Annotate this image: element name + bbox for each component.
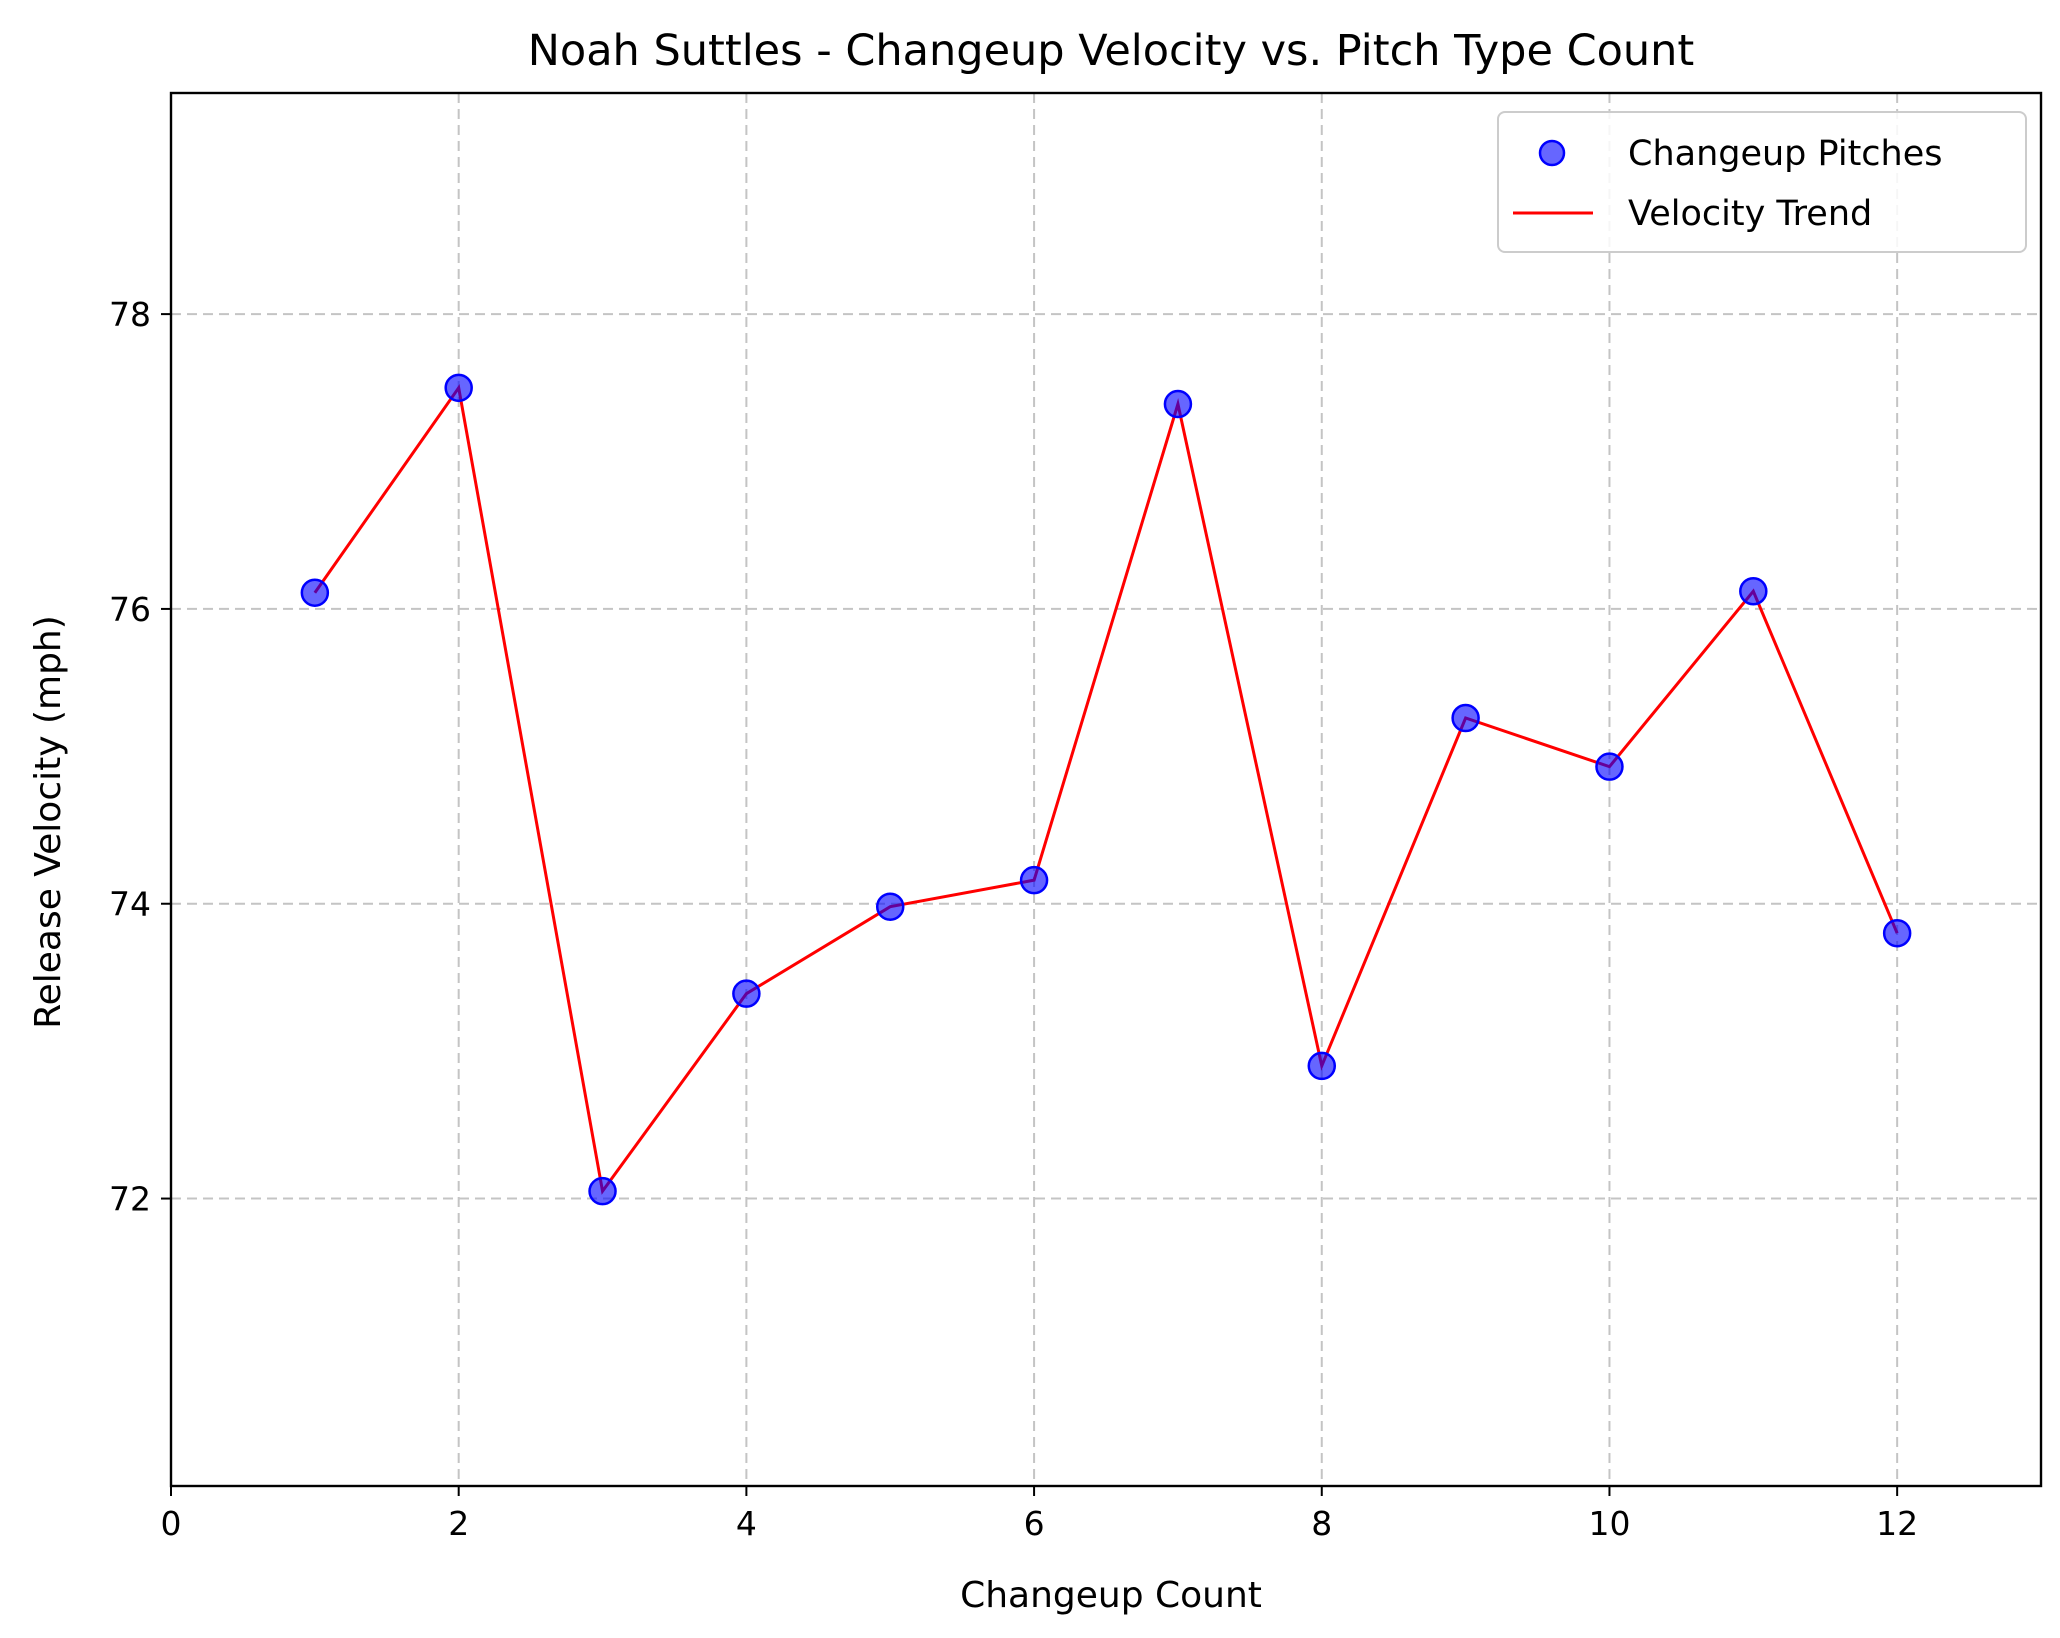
grid: [170, 93, 2041, 1486]
y-tick-label: 78: [109, 295, 151, 334]
x-axis-label: Changeup Count: [960, 1575, 1262, 1616]
y-tick-label: 74: [109, 885, 151, 924]
x-tick-label: 0: [161, 1504, 182, 1543]
x-tick-label: 2: [448, 1504, 469, 1543]
x-tick-label: 6: [1024, 1504, 1045, 1543]
changeup-pitch-point: [1307, 1051, 1337, 1081]
legend-marker-changeup-pitches: [1538, 139, 1566, 167]
changeup-pitch-point: [444, 373, 473, 403]
x-tick-label: 4: [736, 1504, 757, 1543]
y-axis-label: Release Velocity (mph): [28, 615, 69, 1029]
changeup-pitch-point: [875, 892, 905, 921]
x-tick-label: 12: [1876, 1504, 1918, 1543]
x-tick-label: 8: [1311, 1504, 1332, 1543]
legend-label-changeup-pitches: Changeup Pitches: [1628, 134, 1943, 174]
chart-title: Noah Suttles - Changeup Velocity vs. Pit…: [528, 26, 1695, 76]
x-tick-label: 10: [1588, 1504, 1630, 1543]
y-tick-label: 76: [109, 590, 151, 629]
changeup-pitch-point: [1019, 865, 1049, 895]
plot-frame: [169, 91, 2043, 1488]
trend-line-layer: [313, 384, 1899, 1195]
changeup-pitch-point: [1595, 752, 1624, 781]
changeup-pitch-point: [1451, 703, 1480, 733]
velocity-trend-line: [313, 384, 1899, 1195]
y-tick-label: 72: [109, 1180, 151, 1219]
legend: Changeup Pitches Velocity Trend: [1497, 111, 2027, 253]
changeup-pitch-point: [300, 578, 330, 607]
scatter-point-layer: [300, 373, 1912, 1206]
legend-label-velocity-trend: Velocity Trend: [1628, 194, 1872, 234]
changeup-pitch-point: [1163, 389, 1193, 419]
changeup-pitch-point: [1882, 918, 1912, 948]
axis-ticks: 0 2 4 6 8 10 12 72 74 76 78: [109, 295, 1918, 1543]
changeup-pitch-point: [732, 979, 761, 1008]
legend-box: [1497, 111, 2027, 253]
changeup-pitch-point: [1739, 576, 1768, 606]
changeup-pitch-point: [588, 1176, 617, 1206]
